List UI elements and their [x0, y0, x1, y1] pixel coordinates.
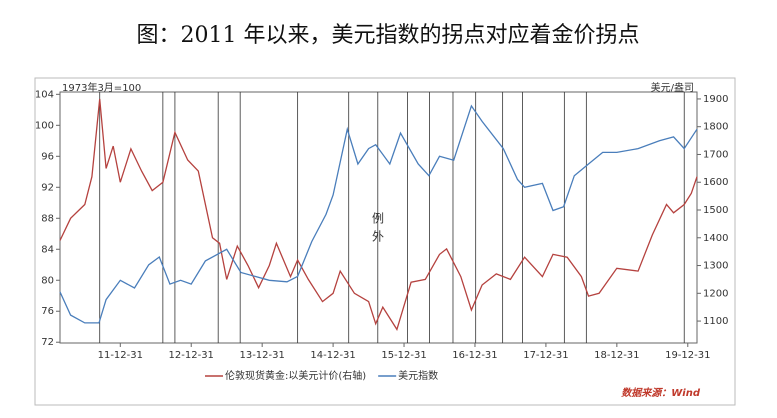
- y-axis-label: 1973年3月=100: [62, 81, 141, 94]
- x-tick-label: 14-12-31: [310, 350, 355, 361]
- x-tick-label: 12-12-31: [169, 350, 214, 361]
- plot-area: [59, 91, 698, 344]
- y2-tick-label: 1100: [703, 316, 728, 327]
- x-tick-label: 18-12-31: [594, 350, 639, 361]
- legend-label: 美元指数: [398, 369, 438, 382]
- chart-title: 图：2011 年以来，美元指数的拐点对应着金价拐点: [137, 23, 640, 48]
- y-tick-label: 104: [35, 89, 54, 100]
- y-tick-label: 100: [35, 120, 54, 131]
- x-tick-label: 17-12-31: [523, 350, 568, 361]
- y2-tick-label: 1500: [703, 205, 728, 216]
- chart-frame: [34, 77, 736, 406]
- y2-tick-label: 1300: [703, 261, 728, 272]
- y-tick-label: 72: [41, 337, 54, 348]
- x-tick-label: 16-12-31: [452, 350, 497, 361]
- x-tick-label: 15-12-31: [381, 350, 426, 361]
- y-tick-label: 96: [41, 151, 54, 162]
- y2-tick-label: 1900: [703, 94, 728, 105]
- x-tick-label: 19-12-31: [665, 350, 710, 361]
- x-tick-label: 13-12-31: [239, 350, 284, 361]
- series-line: [59, 104, 698, 324]
- y2-tick-label: 1800: [703, 122, 728, 133]
- legend-label: 伦敦现货黄金:以美元计价(右轴): [225, 369, 366, 382]
- y2-tick-label: 1600: [703, 177, 728, 188]
- y-tick-label: 84: [41, 244, 54, 255]
- y2-tick-label: 1200: [703, 288, 728, 299]
- y-tick-label: 76: [41, 306, 54, 317]
- y-tick-label: 88: [41, 213, 54, 224]
- source: 数据来源：Wind: [621, 387, 701, 399]
- y2-tick-label: 1400: [703, 233, 728, 244]
- series-line: [59, 98, 698, 331]
- y2-tick-label: 1700: [703, 149, 728, 160]
- y-tick-label: 80: [41, 275, 54, 286]
- y-tick-label: 92: [41, 182, 54, 193]
- y2-axis-label: 美元/盎司: [651, 81, 694, 94]
- x-tick-label: 11-12-31: [98, 350, 143, 361]
